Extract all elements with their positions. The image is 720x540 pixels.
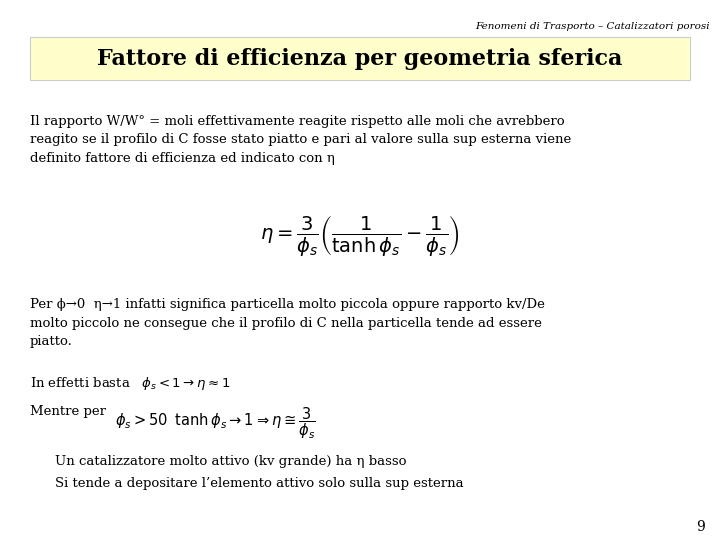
- Text: 9: 9: [696, 520, 705, 534]
- Text: Fenomeni di Trasporto – Catalizzatori porosi: Fenomeni di Trasporto – Catalizzatori po…: [475, 22, 710, 31]
- Text: Mentre per: Mentre per: [30, 405, 106, 418]
- Text: Un catalizzatore molto attivo (kv grande) ha η basso: Un catalizzatore molto attivo (kv grande…: [55, 455, 407, 468]
- Text: $\phi_s > 50 \;\; \tanh \phi_s \rightarrow 1 \Rightarrow \eta \cong \dfrac{3}{\p: $\phi_s > 50 \;\; \tanh \phi_s \rightarr…: [115, 405, 316, 441]
- Text: Per ϕ→0  η→1 infatti significa particella molto piccola oppure rapporto kv/De
mo: Per ϕ→0 η→1 infatti significa particella…: [30, 298, 545, 348]
- Text: Il rapporto W/W° = moli effettivamente reagite rispetto alle moli che avrebbero
: Il rapporto W/W° = moli effettivamente r…: [30, 115, 571, 165]
- Text: In effetti basta   $\phi_s < 1 \rightarrow \eta \approx 1$: In effetti basta $\phi_s < 1 \rightarrow…: [30, 375, 230, 392]
- Text: Fattore di efficienza per geometria sferica: Fattore di efficienza per geometria sfer…: [97, 48, 623, 70]
- FancyBboxPatch shape: [30, 37, 690, 80]
- Text: $\eta = \dfrac{3}{\phi_s} \left( \dfrac{1}{\tanh \phi_s} - \dfrac{1}{\phi_s} \ri: $\eta = \dfrac{3}{\phi_s} \left( \dfrac{…: [260, 213, 460, 258]
- Text: Si tende a depositare l’elemento attivo solo sulla sup esterna: Si tende a depositare l’elemento attivo …: [55, 477, 464, 490]
